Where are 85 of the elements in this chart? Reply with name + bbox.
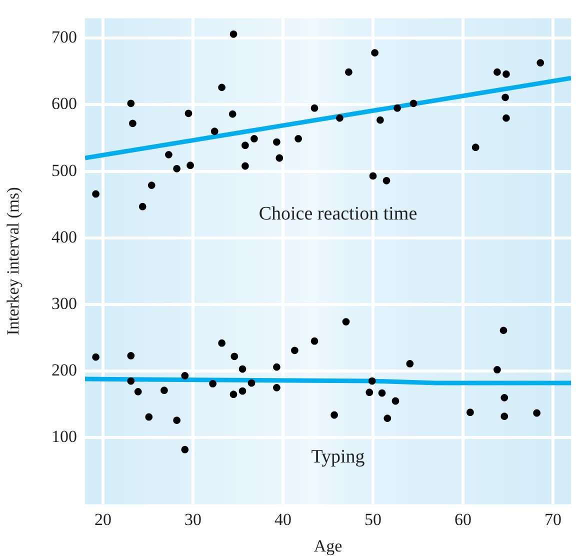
point: [502, 94, 509, 102]
point: [181, 446, 189, 454]
point: [248, 379, 256, 387]
point: [129, 120, 136, 128]
y-tick-label: 700: [52, 28, 77, 47]
point: [366, 388, 374, 396]
point: [181, 372, 189, 380]
point: [500, 326, 508, 334]
point: [342, 318, 350, 326]
point: [218, 84, 226, 92]
point: [127, 377, 135, 385]
point: [276, 154, 284, 162]
point: [238, 387, 246, 395]
point: [230, 390, 238, 398]
point: [378, 389, 386, 397]
point: [242, 142, 249, 150]
point: [148, 182, 156, 190]
x-tick-label: 40: [274, 510, 292, 529]
point: [345, 68, 352, 76]
point: [369, 172, 377, 180]
point: [406, 360, 414, 368]
point: [330, 411, 338, 419]
point: [230, 30, 238, 38]
x-tick-label: 60: [454, 510, 472, 529]
point: [273, 384, 280, 392]
point: [494, 366, 501, 374]
point: [500, 412, 508, 420]
point: [536, 59, 544, 67]
point: [502, 70, 510, 78]
point: [392, 397, 400, 405]
point: [92, 353, 100, 361]
point: [394, 104, 401, 112]
point: [250, 135, 258, 142]
point: [472, 144, 480, 152]
point: [218, 339, 226, 347]
point: [242, 162, 249, 170]
point: [209, 380, 216, 388]
point: [127, 100, 135, 108]
x-tick-label: 20: [94, 510, 112, 529]
point: [165, 150, 172, 158]
y-tick-label: 200: [52, 360, 77, 380]
point: [384, 414, 392, 422]
point: [410, 100, 418, 108]
point: [500, 394, 508, 402]
point: [228, 110, 236, 118]
point: [502, 114, 510, 122]
point: [310, 104, 318, 112]
point: [184, 110, 192, 118]
point: [127, 352, 135, 360]
point: [368, 377, 376, 385]
y-tick-label: 300: [52, 294, 77, 313]
point: [92, 190, 100, 198]
point: [376, 116, 384, 124]
point: [160, 386, 168, 394]
point: [336, 114, 344, 122]
point: [294, 135, 302, 142]
point: [466, 408, 474, 416]
series-label: Typing: [311, 446, 366, 468]
point: [371, 49, 378, 57]
x-tick-label: 30: [184, 510, 202, 529]
point: [382, 176, 390, 184]
point: [173, 416, 180, 424]
point: [138, 202, 146, 210]
point: [310, 337, 318, 345]
point: [273, 363, 280, 371]
y-tick-label: 400: [52, 227, 77, 246]
point: [145, 413, 153, 421]
point: [134, 388, 142, 396]
y-axis-title: Interkey interval (ms): [4, 187, 23, 336]
y-tick-label: 100: [52, 427, 77, 446]
point: [230, 352, 238, 360]
point: [273, 138, 280, 146]
point: [173, 164, 180, 172]
y-tick-label: 500: [52, 160, 77, 180]
point: [210, 128, 218, 136]
series-label: Choice reaction time: [258, 204, 418, 225]
point: [291, 346, 298, 354]
x-axis-title: Age: [314, 536, 342, 556]
y-tick-label: 600: [52, 94, 77, 114]
point: [238, 365, 246, 373]
x-tick-label: 70: [544, 510, 562, 529]
point: [533, 409, 540, 417]
x-tick-label: 50: [364, 510, 382, 529]
point: [186, 162, 194, 170]
point: [494, 68, 501, 76]
